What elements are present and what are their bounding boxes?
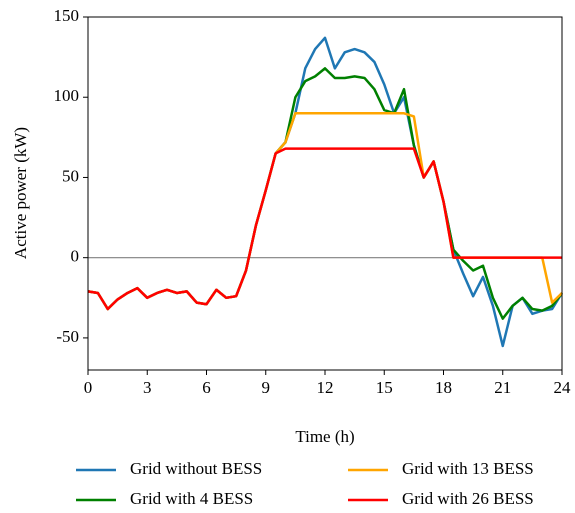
legend-label: Grid without BESS <box>130 459 262 478</box>
x-tick-label: 6 <box>202 378 211 397</box>
x-tick-label: 9 <box>262 378 271 397</box>
x-tick-label: 15 <box>376 378 393 397</box>
x-tick-label: 0 <box>84 378 93 397</box>
series-line <box>87 36 564 348</box>
series-line <box>87 67 563 320</box>
legend-label: Grid with 26 BESS <box>402 489 534 508</box>
series-line <box>87 147 562 311</box>
y-tick-label: 0 <box>71 247 80 266</box>
y-tick-label: 150 <box>54 6 80 25</box>
x-axis-label: Time (h) <box>295 427 354 446</box>
y-tick-label: 100 <box>54 86 80 105</box>
series-line <box>87 112 563 311</box>
x-tick-label: 3 <box>143 378 152 397</box>
x-tick-label: 21 <box>494 378 511 397</box>
plot-frame <box>87 16 563 371</box>
legend-label: Grid with 13 BESS <box>402 459 534 478</box>
x-tick-label: 12 <box>317 378 334 397</box>
y-tick-label: 50 <box>62 166 79 185</box>
x-tick-label: 18 <box>435 378 452 397</box>
legend-label: Grid with 4 BESS <box>130 489 253 508</box>
y-tick-label: -50 <box>56 327 79 346</box>
y-axis-label: Active power (kW) <box>11 127 30 259</box>
x-tick-label: 24 <box>554 378 572 397</box>
